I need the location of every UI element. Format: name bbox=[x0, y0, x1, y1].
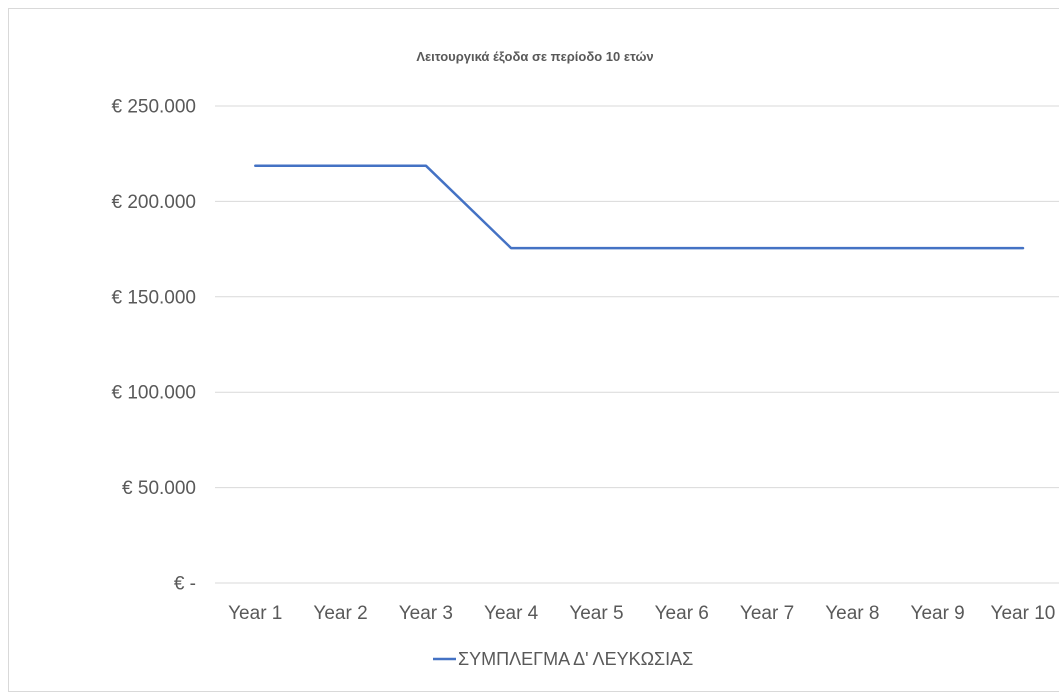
chart-frame bbox=[8, 8, 1059, 692]
chart-title: Λειτουργικά έξοδα σε περίοδο 10 ετών bbox=[416, 49, 653, 64]
x-tick-label: Year 2 bbox=[313, 603, 367, 624]
series-line bbox=[254, 164, 1025, 250]
series-group bbox=[254, 164, 1025, 250]
x-axis-labels: Year 1 Year 2 Year 3 Year 4 Year 5 Year 6 Year… bbox=[228, 603, 1055, 624]
legend: ΣΥΜΠΛΕΓΜΑ Δ' ΛΕΥΚΩΣΙΑΣ bbox=[433, 649, 693, 669]
y-tick-label: € 50.000 bbox=[122, 478, 196, 499]
gridlines bbox=[215, 105, 1059, 584]
y-tick-label: € 250.000 bbox=[111, 97, 196, 118]
x-tick-label: Year 1 bbox=[228, 603, 282, 624]
y-tick-label: € - bbox=[174, 574, 196, 595]
x-tick-label: Year 7 bbox=[740, 603, 794, 624]
y-tick-label: € 150.000 bbox=[111, 287, 196, 308]
y-tick-label: € 100.000 bbox=[111, 383, 196, 404]
x-tick-label: Year 8 bbox=[825, 603, 879, 624]
y-tick-label: € 200.000 bbox=[111, 192, 196, 213]
x-tick-label: Year 10 bbox=[991, 603, 1056, 624]
x-tick-label: Year 9 bbox=[911, 603, 965, 624]
legend-label: ΣΥΜΠΛΕΓΜΑ Δ' ΛΕΥΚΩΣΙΑΣ bbox=[458, 649, 693, 669]
x-tick-label: Year 4 bbox=[484, 603, 539, 624]
x-tick-label: Year 6 bbox=[655, 603, 709, 624]
x-tick-label: Year 3 bbox=[399, 603, 453, 624]
y-axis-labels: € 250.000 € 200.000 € 150.000 € 100.000 € 50… bbox=[111, 97, 196, 595]
x-tick-label: Year 5 bbox=[569, 603, 623, 624]
